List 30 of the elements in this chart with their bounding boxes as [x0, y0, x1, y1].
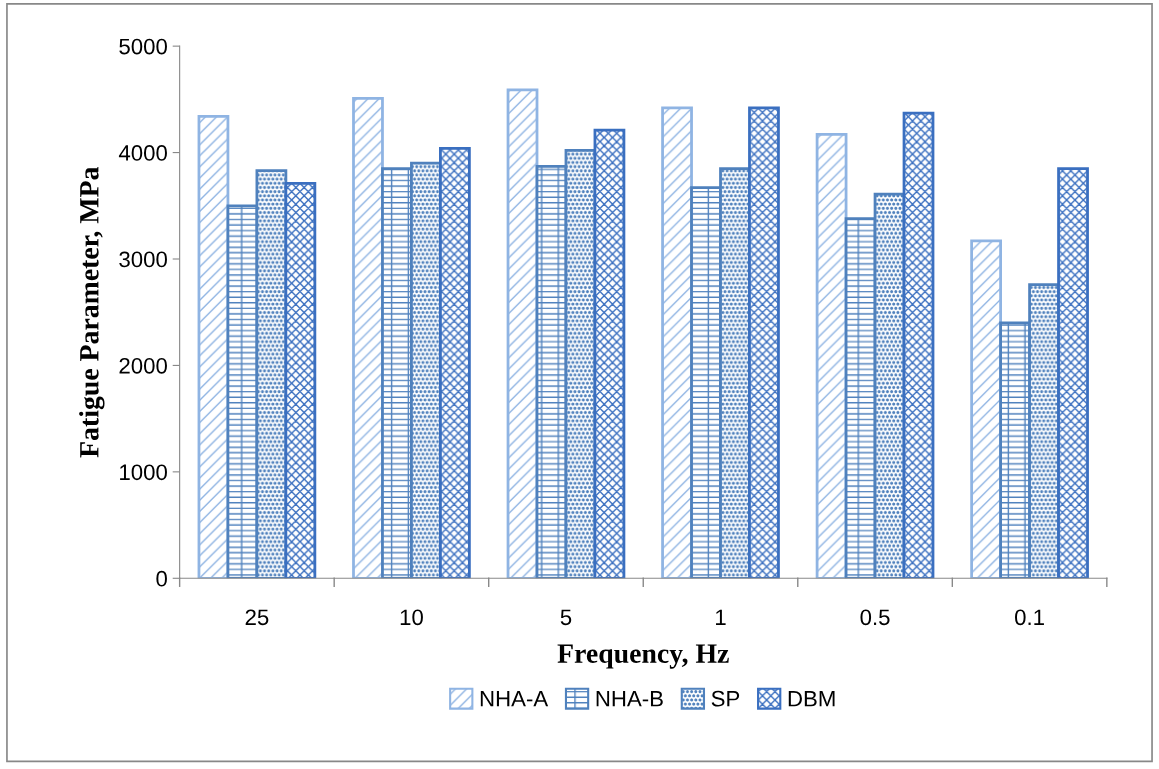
legend-label: DBM: [788, 691, 835, 707]
bar: [506, 88, 539, 579]
y-axis-title: Fatigue Parameter, MPa: [79, 166, 105, 458]
y-tick-label: 2000: [119, 357, 167, 374]
y-tick-label: 5000: [119, 38, 167, 55]
legend-label: NHA-A: [480, 691, 549, 707]
y-tick-label: 0: [156, 570, 167, 587]
bar: [902, 111, 935, 579]
x-tick-label: 10: [400, 609, 423, 626]
x-axis-title: Frequency, Hz: [557, 644, 729, 669]
bar: [439, 146, 471, 579]
legend-label: NHA-B: [596, 691, 663, 707]
bar: [593, 128, 626, 579]
x-tick-label: 0.5: [860, 609, 890, 626]
bar: [352, 96, 384, 579]
x-tick-label: 0.1: [1015, 609, 1044, 626]
y-tick-label: 3000: [119, 251, 167, 268]
bar: [970, 239, 1002, 579]
bar: [815, 133, 848, 579]
bar: [1057, 167, 1089, 579]
x-tick-label: 5: [560, 609, 572, 626]
bar: [661, 106, 693, 579]
legend-label: SP: [711, 690, 740, 707]
y-tick-label: 4000: [118, 145, 167, 161]
bar: [284, 182, 317, 579]
y-tick-label: 1000: [120, 464, 167, 481]
bar: [748, 106, 780, 579]
x-tick-label: 1: [716, 609, 726, 625]
x-tick-label: 25: [245, 609, 269, 626]
bar: [197, 114, 230, 579]
